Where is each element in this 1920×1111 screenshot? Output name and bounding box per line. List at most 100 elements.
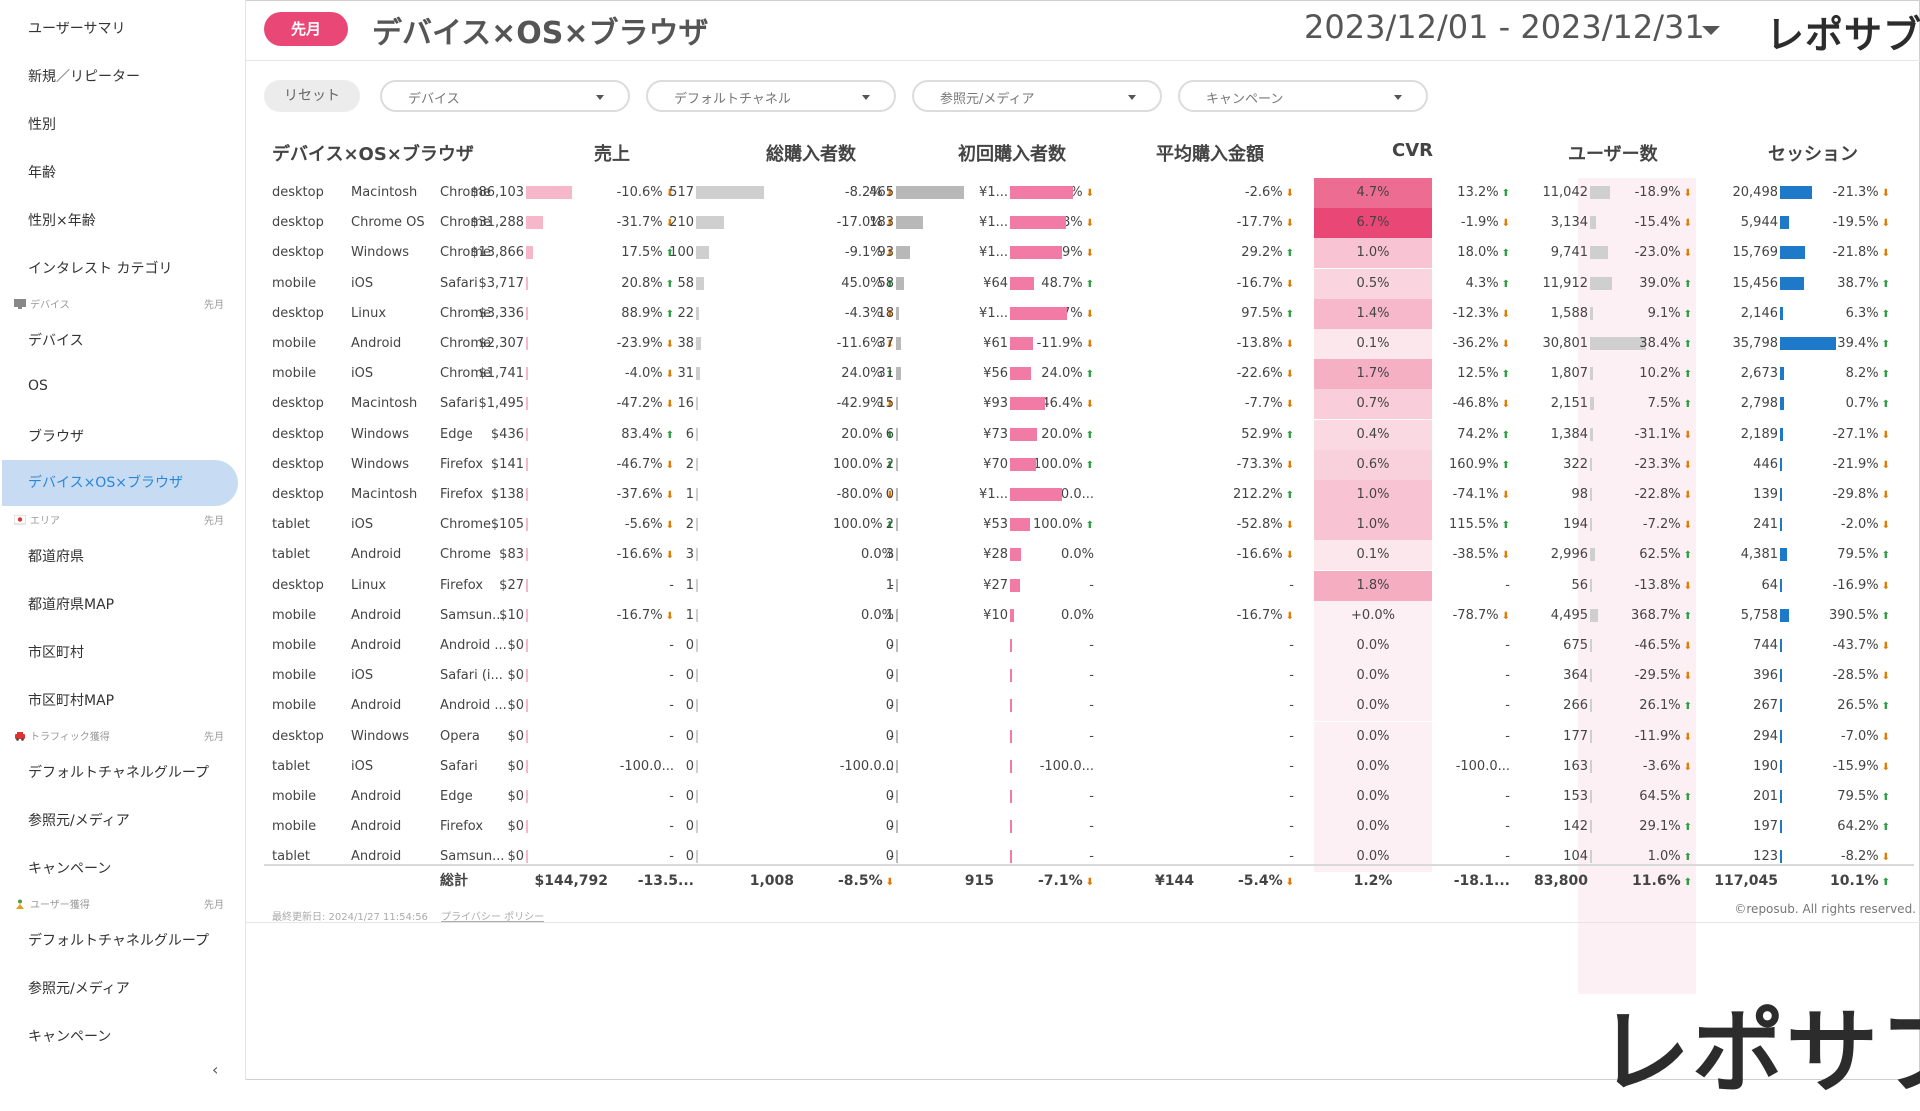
table-row[interactable]: desktop Windows Opera $0-0-0- -0.0% -177 -11.9… bbox=[264, 721, 1914, 752]
table-row[interactable]: mobile Android Edge $0-0-0- -0.0% -153 64.5% ⬆ 2… bbox=[264, 782, 1914, 812]
sidebar-item-prefecture[interactable]: 都道府県 bbox=[28, 549, 84, 565]
arrow-up-icon: ⬆ bbox=[1085, 369, 1094, 381]
sidebar-item-source-medium[interactable]: 参照元/メディア bbox=[28, 813, 130, 829]
sidebar-item-prefecture-map[interactable]: 都道府県MAP bbox=[28, 597, 115, 613]
first-buyers-cell: 58 bbox=[877, 275, 894, 291]
sidebar-item-campaign[interactable]: キャンペーン bbox=[28, 861, 112, 877]
buyers-cell: 1 bbox=[685, 607, 694, 623]
change-value: - bbox=[1505, 849, 1510, 865]
first-change-cell: - bbox=[944, 571, 1094, 601]
table-row[interactable]: tablet iOS Chrome $105 -5.6% ⬇ 2 100.0% ⬆ 2 100.0%… bbox=[264, 510, 1914, 541]
change-value: - bbox=[1289, 638, 1294, 653]
table-row[interactable]: tablet iOS Safari $0 -100.0... 0 -100.0... 0 -10… bbox=[264, 751, 1914, 782]
buyers-cell: 2 bbox=[685, 517, 694, 533]
table-row[interactable]: desktop Windows Firefox $141 -46.7% ⬇ 2 100.0% ⬆… bbox=[264, 449, 1914, 480]
avg-bar bbox=[1010, 759, 1012, 773]
collapse-sidebar-icon[interactable]: ‹ bbox=[212, 1060, 219, 1079]
change-value: 38.4% bbox=[1639, 336, 1681, 351]
header-buyers[interactable]: 総購入者数 bbox=[766, 144, 856, 165]
arrow-down-icon: ⬇ bbox=[1501, 610, 1510, 622]
table-row[interactable]: desktop Macintosh Firefox $138 -37.6% ⬇ 1 -80.0… bbox=[264, 480, 1914, 510]
sidebar-item-browser[interactable]: ブラウザ bbox=[28, 429, 84, 445]
sidebar-item-ua-campaign[interactable]: キャンペーン bbox=[28, 1029, 112, 1045]
change-value: 29.1% bbox=[1639, 819, 1681, 835]
sidebar-item-ua-source-medium[interactable]: 参照元/メディア bbox=[28, 981, 130, 997]
sidebar-item-ua-default-channel[interactable]: デフォルトチャネルグループ bbox=[28, 933, 210, 949]
arrow-down-icon: ⬇ bbox=[1881, 671, 1890, 683]
table-row[interactable]: tablet Android Samsun... $0-0-0- -0.0% -104 1.… bbox=[264, 842, 1914, 873]
arrow-down-icon: ⬇ bbox=[1285, 369, 1294, 381]
arrow-down-icon: ⬇ bbox=[665, 339, 674, 350]
table-row[interactable]: mobile Android Firefox $0-0-0- -0.0% -142 29.1… bbox=[264, 812, 1914, 843]
table-row[interactable]: tablet Android Chrome $83 -16.6% ⬇ 3 0.0% 3 0.0% ¥… bbox=[264, 540, 1914, 571]
sidebar-item-city-map[interactable]: 市区町村MAP bbox=[28, 693, 115, 709]
sidebar-item-device-os-browser[interactable]: デバイス×OS×ブラウザ bbox=[2, 460, 238, 506]
avg-bar bbox=[1010, 820, 1012, 834]
privacy-policy-link[interactable]: プライバシー ポリシー bbox=[441, 912, 545, 923]
header-sessions[interactable]: セッション bbox=[1768, 144, 1858, 165]
header-first-buyers[interactable]: 初回購入者数 bbox=[958, 144, 1066, 165]
change-value: -12.3% bbox=[1452, 305, 1499, 321]
table-row[interactable]: desktop Macintosh Chrome $86,103 -10.6% ⬇ 517-… bbox=[264, 178, 1914, 208]
first-change-cell: 100.0% ⬆ bbox=[944, 510, 1094, 540]
change-value: -100.0... bbox=[619, 758, 674, 774]
source-medium-filter[interactable]: 参照元/メディア bbox=[912, 80, 1162, 112]
table-row[interactable]: mobile Android Samsun... $10 -16.7% ⬇ 1 0.0% 1 0.… bbox=[264, 600, 1914, 631]
sidebar-item-age[interactable]: 年齢 bbox=[28, 165, 56, 181]
sidebar-item-user-summary[interactable]: ユーザーサマリ bbox=[28, 21, 126, 37]
header-users[interactable]: ユーザー数 bbox=[1568, 144, 1658, 165]
table-row[interactable]: mobile Android Android ... $0-0-0- -0.0% -266… bbox=[264, 691, 1914, 722]
header-cvr[interactable]: CVR bbox=[1392, 140, 1434, 161]
table-row[interactable]: desktop Linux Firefox $27-1-1- ¥27-1.8% -56 -1… bbox=[264, 570, 1914, 601]
table-row[interactable]: desktop Windows Edge $436 83.4% ⬆ 6 20.0% ⬆ 6 20.0… bbox=[264, 419, 1914, 450]
avg-change-cell: - bbox=[1094, 842, 1294, 872]
device-filter[interactable]: デバイス bbox=[380, 80, 630, 112]
sidebar-item-gender[interactable]: 性別 bbox=[28, 117, 56, 133]
table-row[interactable]: desktop Chrome OS Chrome $31,288 -31.7% ⬇ 210-… bbox=[264, 208, 1914, 239]
avg-cell: ¥27 bbox=[983, 577, 1008, 593]
sidebar-item-device[interactable]: デバイス bbox=[28, 333, 84, 349]
table-row[interactable]: mobile iOS Safari (i... $0-0-0- -0.0% -364 -29… bbox=[264, 661, 1914, 692]
avg-change-cell: -22.6% ⬇ bbox=[1094, 359, 1294, 389]
channel-filter[interactable]: デフォルトチャネル bbox=[646, 80, 896, 112]
change-value: 100.0% bbox=[833, 517, 883, 533]
header-dimension[interactable]: デバイス×OS×ブラウザ bbox=[272, 144, 474, 165]
buyers-bar bbox=[696, 548, 698, 562]
sales-bar bbox=[526, 790, 528, 803]
sidebar-item-new-repeater[interactable]: 新規／リピーター bbox=[28, 69, 140, 85]
avg-bar bbox=[1010, 729, 1012, 743]
avg-cell: ¥53 bbox=[983, 517, 1008, 533]
users-cell: 153 bbox=[1563, 789, 1588, 804]
device-cell: mobile bbox=[272, 819, 317, 835]
buyers-change-cell: -4.3% ⬇ bbox=[734, 299, 894, 329]
campaign-filter[interactable]: キャンペーン bbox=[1178, 80, 1428, 112]
date-dropdown-icon[interactable] bbox=[1702, 26, 1720, 35]
period-badge[interactable]: 先月 bbox=[264, 12, 348, 46]
date-range[interactable]: 2023/12/01 - 2023/12/31 bbox=[1304, 8, 1705, 46]
sidebar-item-os[interactable]: OS bbox=[28, 378, 48, 394]
avg-change-cell: -2.6% ⬇ bbox=[1094, 178, 1294, 208]
filter-label: キャンペーン bbox=[1206, 92, 1284, 107]
cvr-cell: 0.1% bbox=[1314, 540, 1432, 571]
sidebar-item-city[interactable]: 市区町村 bbox=[28, 645, 84, 661]
table-row[interactable]: desktop Linux Chrome $3,336 88.9% ⬆ 22 -4.3% ⬇ 18… bbox=[264, 298, 1914, 329]
buyers-bar bbox=[696, 276, 704, 290]
header-avg-purchase[interactable]: 平均購入金額 bbox=[1156, 144, 1264, 165]
sidebar-item-gender-age[interactable]: 性別×年齢 bbox=[28, 213, 96, 229]
reset-button[interactable]: リセット bbox=[264, 80, 360, 112]
header-sales[interactable]: 売上 bbox=[594, 144, 630, 165]
table-row[interactable]: desktop Macintosh Safari $1,495 -47.2% ⬇ 16 -42… bbox=[264, 389, 1914, 420]
total-avg-change: -5.4% ⬇ bbox=[1204, 866, 1294, 896]
avg-change-cell: - bbox=[1094, 661, 1294, 691]
table-row[interactable]: mobile iOS Safari $3,717 20.8% ⬆ 58 45.0% ⬆ 58 48.… bbox=[264, 268, 1914, 299]
sidebar-item-interest[interactable]: インタレスト カテゴリ bbox=[28, 261, 173, 277]
arrow-down-icon: ⬇ bbox=[665, 218, 674, 230]
sidebar-item-default-channel[interactable]: デフォルトチャネルグループ bbox=[28, 765, 210, 781]
buyers-bar bbox=[696, 427, 698, 441]
table-row[interactable]: mobile Android Android ... $0-0-0- -0.0% -675… bbox=[264, 631, 1914, 661]
sales-bar bbox=[526, 669, 528, 683]
sessions-bar bbox=[1780, 669, 1782, 683]
table-row[interactable]: mobile iOS Chrome $1,741 -4.0% ⬇ 31 24.0% ⬆ 31 24.… bbox=[264, 359, 1914, 390]
table-row[interactable]: desktop Windows Chrome $13,866 17.5% ⬆ 100 -9.1… bbox=[264, 238, 1914, 269]
table-row[interactable]: mobile Android Chrome $2,307 -23.9% ⬇ 38 -11.6%… bbox=[264, 329, 1914, 359]
